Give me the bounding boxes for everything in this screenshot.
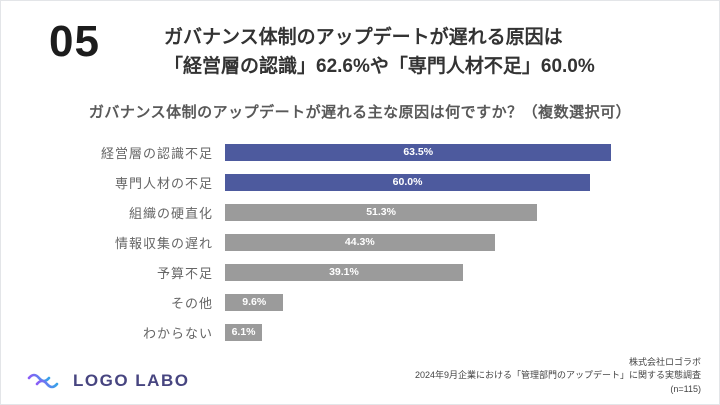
bar-track: 60.0% xyxy=(225,173,651,191)
category-label: その他 xyxy=(170,295,213,311)
value-label: 63.5% xyxy=(403,146,434,158)
wave-logo-icon xyxy=(27,373,59,389)
value-label: 60.0% xyxy=(392,176,423,188)
category-label: 専門人材の不足 xyxy=(114,175,213,191)
slide-title-line2: 「経営層の認識」62.6%や「専門人材不足」60.0% xyxy=(164,56,595,78)
chart-question: ガバナンス体制のアップデートが遅れる主な原因は何ですか？（複数選択可） xyxy=(88,104,632,121)
category-label: 経営層の認識不足 xyxy=(100,145,213,161)
bar: 9.6% xyxy=(225,293,284,311)
bar-row: わからない 6.1% xyxy=(39,317,651,347)
bar-row: 専門人材の不足 60.0% xyxy=(39,167,651,197)
category-label: 組織の硬直化 xyxy=(128,205,213,221)
category-label: わからない xyxy=(142,325,213,341)
bar-row: 情報収集の遅れ 44.3% xyxy=(39,227,651,257)
category-label: 予算不足 xyxy=(156,265,213,281)
footer-credit: 株式会社ロゴラボ 2024年9月企業における「管理部門のアップデート」に関する実… xyxy=(415,356,701,397)
bar-track: 44.3% xyxy=(225,233,651,251)
bar-chart: 経営層の認識不足 63.5% 専門人材の不足 60.0% 組織の硬直化 51.3% 情報収集… xyxy=(39,137,651,347)
footer-logo-text: LOGO LABO xyxy=(73,371,190,390)
value-label: 39.1% xyxy=(329,266,359,278)
bar: 39.1% xyxy=(225,263,463,281)
bar-track: 9.6% xyxy=(225,293,651,311)
bar-row: 組織の硬直化 51.3% xyxy=(39,197,651,227)
bar-track: 51.3% xyxy=(225,203,651,221)
value-label: 51.3% xyxy=(366,206,396,218)
footer-credit-sample: (n=115) xyxy=(670,383,701,394)
slide-title: ガバナンス体制のアップデートが遅れる原因は 「経営層の認識」62.6%や「専門人… xyxy=(164,23,595,82)
value-label: 6.1% xyxy=(231,326,256,338)
slide-number: 05 xyxy=(49,17,100,66)
slide-title-line1: ガバナンス体制のアップデートが遅れる原因は xyxy=(164,27,563,48)
bar-row: 予算不足 39.1% xyxy=(39,257,651,287)
bar: 51.3% xyxy=(225,203,538,221)
bar-track: 39.1% xyxy=(225,263,651,281)
bar-track: 6.1% xyxy=(225,323,651,341)
value-label: 9.6% xyxy=(242,296,267,308)
bar: 6.1% xyxy=(225,323,263,341)
bar: 63.5% xyxy=(225,143,612,161)
bar-track: 63.5% xyxy=(225,143,651,161)
footer-credit-survey: 2024年9月企業における「管理部門のアップデート」に関する実態調査 xyxy=(414,370,701,380)
value-label: 44.3% xyxy=(344,236,375,248)
category-label: 情報収集の遅れ xyxy=(114,235,213,251)
footer-logo: LOGO LABO xyxy=(27,370,189,392)
bar-row: 経営層の認識不足 63.5% xyxy=(39,137,651,167)
bar-row: その他 9.6% xyxy=(39,287,651,317)
bar: 60.0% xyxy=(225,173,591,191)
footer-credit-company: 株式会社ロゴラボ xyxy=(628,356,701,367)
bar: 44.3% xyxy=(225,233,495,251)
